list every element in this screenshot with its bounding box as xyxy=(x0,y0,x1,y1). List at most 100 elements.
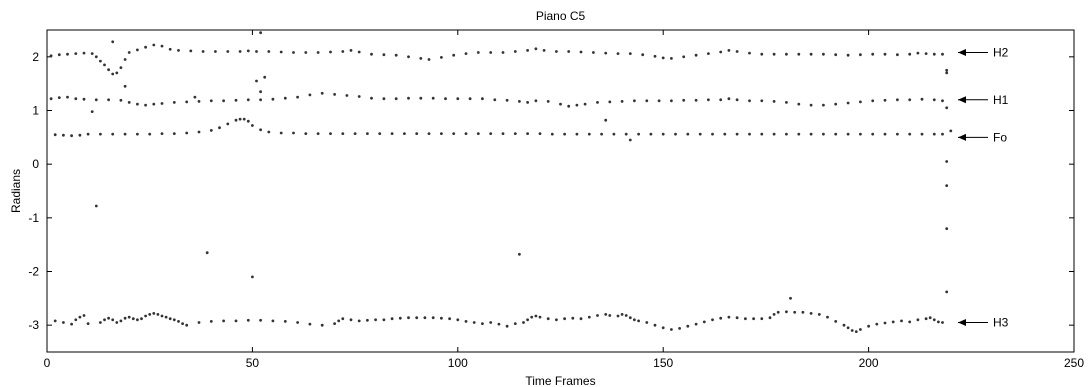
data-point xyxy=(645,321,649,324)
data-point xyxy=(493,98,497,102)
data-point xyxy=(859,53,862,57)
data-point xyxy=(419,57,423,60)
data-point xyxy=(136,132,139,136)
data-point xyxy=(908,98,912,102)
data-point xyxy=(292,131,295,135)
data-point xyxy=(119,319,123,323)
data-point xyxy=(201,50,205,53)
chart-title: Piano C5 xyxy=(536,9,586,23)
data-point xyxy=(945,227,949,231)
data-point xyxy=(719,50,723,54)
data-point xyxy=(748,132,751,136)
data-point xyxy=(772,52,776,56)
data-point xyxy=(526,49,529,52)
data-point xyxy=(694,53,698,57)
data-point xyxy=(674,132,677,136)
data-point xyxy=(489,51,493,54)
data-point xyxy=(222,99,226,103)
data-point xyxy=(924,317,928,321)
data-point xyxy=(271,97,275,101)
data-point xyxy=(226,50,230,53)
data-point xyxy=(185,323,189,327)
data-point xyxy=(583,102,587,106)
data-point xyxy=(735,50,739,53)
data-point xyxy=(283,96,287,100)
y-tick-label: -3 xyxy=(28,318,39,332)
data-point xyxy=(476,132,480,136)
data-point xyxy=(653,54,657,58)
data-point xyxy=(859,328,862,331)
data-point xyxy=(366,132,369,136)
data-point xyxy=(423,316,427,320)
data-point xyxy=(846,132,850,136)
data-point xyxy=(74,52,78,55)
data-point xyxy=(251,275,254,279)
data-point xyxy=(550,132,554,136)
data-point xyxy=(152,43,156,47)
data-point xyxy=(920,97,924,101)
data-point xyxy=(255,50,258,53)
data-point xyxy=(752,317,755,321)
data-point xyxy=(719,98,723,102)
data-point xyxy=(645,99,649,103)
data-point xyxy=(670,328,673,331)
data-point xyxy=(341,132,345,136)
data-point xyxy=(707,98,710,102)
data-point xyxy=(871,52,875,56)
data-point xyxy=(653,323,657,327)
plot-frame xyxy=(46,29,1075,353)
data-point xyxy=(390,132,394,136)
data-point xyxy=(259,98,262,102)
data-point xyxy=(932,132,936,136)
data-point xyxy=(296,321,299,324)
data-point xyxy=(871,99,875,103)
data-point xyxy=(772,313,776,316)
data-point xyxy=(834,320,838,323)
data-point xyxy=(854,330,858,333)
data-point xyxy=(649,132,653,136)
data-point xyxy=(398,316,402,320)
data-point xyxy=(489,132,493,136)
data-point xyxy=(608,100,612,104)
data-point xyxy=(185,100,189,104)
data-point xyxy=(604,118,608,122)
data-point xyxy=(74,318,78,322)
data-point xyxy=(370,96,373,100)
data-point xyxy=(945,106,949,110)
data-point xyxy=(382,318,386,322)
data-point xyxy=(624,314,628,317)
data-point xyxy=(727,315,731,319)
data-point xyxy=(772,100,776,103)
data-point xyxy=(181,322,185,325)
data-point xyxy=(103,63,106,67)
data-point xyxy=(809,103,813,107)
data-point xyxy=(661,132,665,136)
data-point xyxy=(797,102,801,106)
data-point xyxy=(197,321,201,324)
data-point xyxy=(620,313,624,316)
data-point xyxy=(440,132,443,136)
data-point xyxy=(501,132,505,136)
data-point xyxy=(875,322,879,326)
data-point xyxy=(809,52,813,56)
data-point xyxy=(94,204,98,208)
data-point xyxy=(608,314,612,317)
data-point xyxy=(513,50,517,53)
data-point xyxy=(472,321,476,324)
data-point xyxy=(427,132,431,136)
data-point xyxy=(427,58,431,61)
data-point xyxy=(464,52,468,55)
x-axis-label: Time Frames xyxy=(525,374,595,387)
data-point xyxy=(633,99,636,103)
data-point xyxy=(263,75,267,79)
data-point xyxy=(563,317,566,321)
data-point xyxy=(567,50,571,53)
data-point xyxy=(66,52,69,56)
data-point xyxy=(82,97,86,101)
data-point xyxy=(267,50,271,53)
data-point xyxy=(859,100,862,104)
data-point xyxy=(945,68,949,72)
data-point xyxy=(234,118,238,122)
y-tick-label: 2 xyxy=(32,50,39,64)
data-point xyxy=(382,97,386,101)
